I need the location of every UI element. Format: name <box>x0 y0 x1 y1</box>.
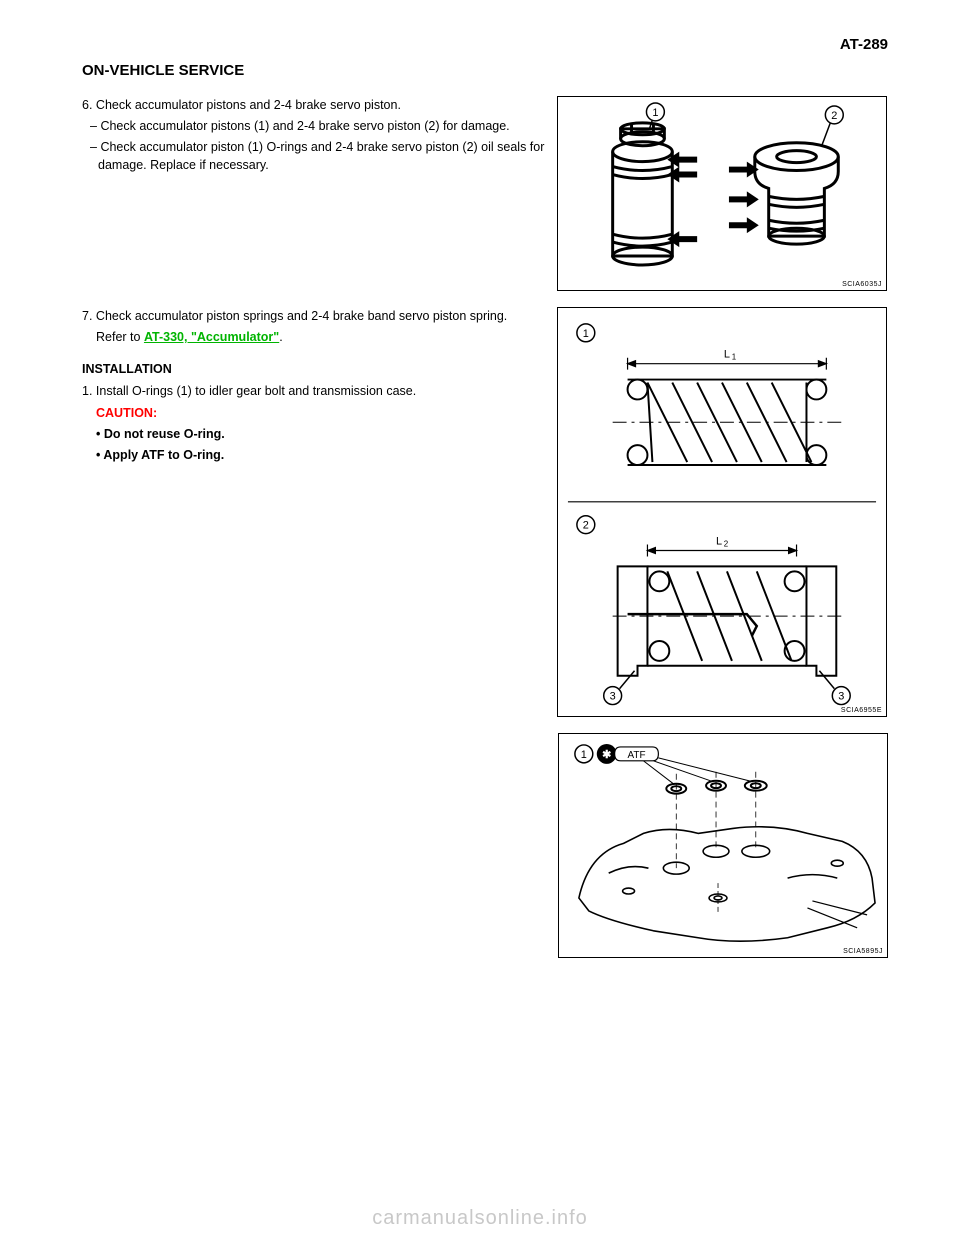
content-area: 6. Check accumulator pistons and 2-4 bra… <box>82 96 888 958</box>
svg-text:3: 3 <box>610 691 616 703</box>
figure-3-label: SCIA5895J <box>843 948 883 955</box>
svg-text:ATF: ATF <box>628 750 646 761</box>
svg-text:3: 3 <box>838 691 844 703</box>
caution-1: Do not reuse O-ring. <box>104 427 225 441</box>
section-title: ON-VEHICLE SERVICE <box>82 62 244 79</box>
step-7-title: Check accumulator piston springs and 2-4… <box>96 309 507 323</box>
figure-3: 1 ✱ ATF <box>558 733 888 958</box>
figure-2: 1 L 1 <box>557 307 887 717</box>
l1-label: L <box>724 349 730 361</box>
step-6-row: 6. Check accumulator pistons and 2-4 bra… <box>82 96 888 291</box>
ref-suffix: . <box>279 330 282 344</box>
svg-text:2: 2 <box>583 520 589 532</box>
svg-text:1: 1 <box>581 749 587 761</box>
watermark: carmanualsonline.info <box>0 1207 960 1230</box>
page-number: AT-289 <box>840 36 888 53</box>
step-6-num: 6. <box>82 98 92 112</box>
accumulator-link[interactable]: AT-330, "Accumulator" <box>144 330 279 344</box>
figure-1-svg: 1 2 <box>558 97 886 291</box>
caution-2: Apply ATF to O-ring. <box>103 448 224 462</box>
figure-3-svg: 1 ✱ ATF <box>559 734 887 958</box>
figure-2-label: SCIA6955E <box>841 707 882 714</box>
step-7-text: 7. Check accumulator piston springs and … <box>82 307 557 467</box>
step-6a-text: Check accumulator pistons (1) and 2-4 br… <box>100 119 509 133</box>
svg-text:1: 1 <box>652 107 658 119</box>
figure-3-row: 1 ✱ ATF <box>82 733 888 958</box>
install-1-text: Install O-rings (1) to idler gear bolt a… <box>96 384 416 398</box>
figure-2-svg: 1 L 1 <box>558 308 886 716</box>
step-6-title: Check accumulator pistons and 2-4 brake … <box>96 98 401 112</box>
figure-1-label: SCIA6035J <box>842 281 882 288</box>
step-6-text: 6. Check accumulator pistons and 2-4 bra… <box>82 96 557 178</box>
svg-text:1: 1 <box>732 353 737 362</box>
step-7-row: 7. Check accumulator piston springs and … <box>82 307 888 717</box>
svg-text:2: 2 <box>724 540 729 549</box>
caution-label: CAUTION: <box>96 406 157 420</box>
svg-text:1: 1 <box>583 328 589 340</box>
installation-heading: INSTALLATION <box>82 360 557 378</box>
step-6b-text: Check accumulator piston (1) O-rings and… <box>98 140 544 172</box>
step-7-num: 7. <box>82 309 92 323</box>
step-6a: – Check accumulator pistons (1) and 2-4 … <box>82 117 557 135</box>
svg-text:2: 2 <box>831 110 837 122</box>
ref-prefix: Refer to <box>96 330 144 344</box>
svg-text:L: L <box>716 536 722 548</box>
step-6b: – Check accumulator piston (1) O-rings a… <box>82 138 557 174</box>
figure-1: 1 2 SCIA6035J <box>557 96 887 291</box>
svg-text:✱: ✱ <box>602 749 611 761</box>
install-1-num: 1. <box>82 384 92 398</box>
